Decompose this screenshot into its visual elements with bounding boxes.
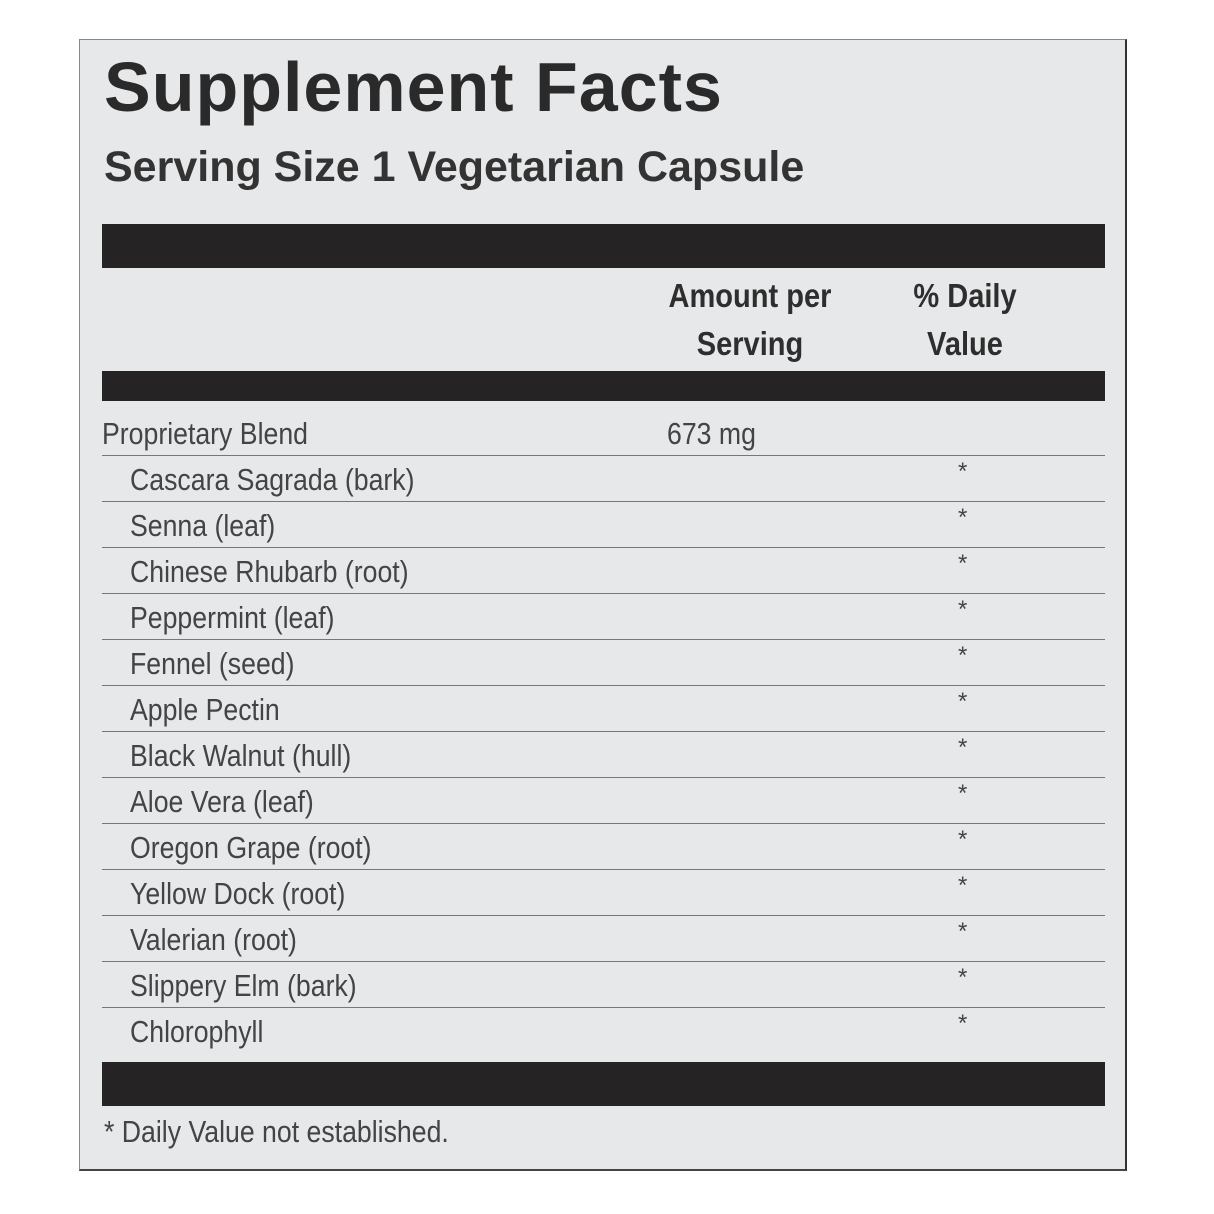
daily-value: * <box>958 642 968 669</box>
header-line: % Daily <box>913 277 1017 314</box>
amount-header: Amount per Serving <box>653 272 847 368</box>
ingredient-name: Oregon Grape (root) <box>130 830 372 865</box>
daily-value: * <box>958 872 968 899</box>
table-row: Black Walnut (hull) * <box>102 732 1105 778</box>
table-row: Slippery Elm (bark) * <box>102 962 1105 1008</box>
daily-value: * <box>958 918 968 945</box>
daily-value: * <box>958 780 968 807</box>
daily-value: * <box>958 734 968 761</box>
ingredient-name: Chinese Rhubarb (root) <box>130 554 409 589</box>
daily-value: * <box>958 550 968 577</box>
ingredient-name: Peppermint (leaf) <box>130 600 335 635</box>
ingredient-name: Valerian (root) <box>130 922 297 957</box>
header-line: Serving <box>696 325 804 362</box>
table-row: Apple Pectin * <box>102 686 1105 732</box>
ingredient-name: Chlorophyll <box>130 1014 264 1049</box>
table-row: Peppermint (leaf) * <box>102 594 1105 640</box>
ingredient-name: Fennel (seed) <box>130 646 295 681</box>
header-line: Value <box>927 325 1003 362</box>
daily-value: * <box>958 964 968 991</box>
ingredient-name: Senna (leaf) <box>130 508 276 543</box>
ingredient-name: Proprietary Blend <box>102 416 308 451</box>
divider-bar <box>102 224 1105 268</box>
footnote: * Daily Value not established. <box>104 1114 449 1149</box>
ingredient-name: Black Walnut (hull) <box>130 738 352 773</box>
ingredient-name: Yellow Dock (root) <box>130 876 346 911</box>
daily-value-header: % Daily Value <box>881 272 1048 368</box>
ingredient-name: Aloe Vera (leaf) <box>130 784 314 819</box>
table-row: Valerian (root) * <box>102 916 1105 962</box>
table-row: Yellow Dock (root) * <box>102 870 1105 916</box>
daily-value: * <box>958 688 968 715</box>
title: Supplement Facts <box>104 48 723 126</box>
serving-size: Serving Size 1 Vegetarian Capsule <box>104 143 805 191</box>
table-row: Oregon Grape (root) * <box>102 824 1105 870</box>
daily-value: * <box>958 826 968 853</box>
daily-value: * <box>958 596 968 623</box>
table-row: Aloe Vera (leaf) * <box>102 778 1105 824</box>
daily-value: * <box>958 1010 968 1037</box>
daily-value: * <box>958 504 968 531</box>
table-row: Cascara Sagrada (bark) * <box>102 456 1105 502</box>
header-line: Amount per <box>668 277 832 314</box>
ingredient-name: Apple Pectin <box>130 692 280 727</box>
table-row: Senna (leaf) * <box>102 502 1105 548</box>
ingredient-amount: 673 mg <box>667 416 756 451</box>
table-row: Fennel (seed) * <box>102 640 1105 686</box>
ingredient-name: Cascara Sagrada (bark) <box>130 462 415 497</box>
divider-bar <box>102 371 1105 401</box>
daily-value: * <box>958 458 968 485</box>
ingredient-name: Slippery Elm (bark) <box>130 968 357 1003</box>
table-row: Chlorophyll * <box>102 1008 1105 1054</box>
divider-bar <box>102 1062 1105 1106</box>
table-row: Chinese Rhubarb (root) * <box>102 548 1105 594</box>
table-row: Proprietary Blend 673 mg <box>102 410 1105 456</box>
